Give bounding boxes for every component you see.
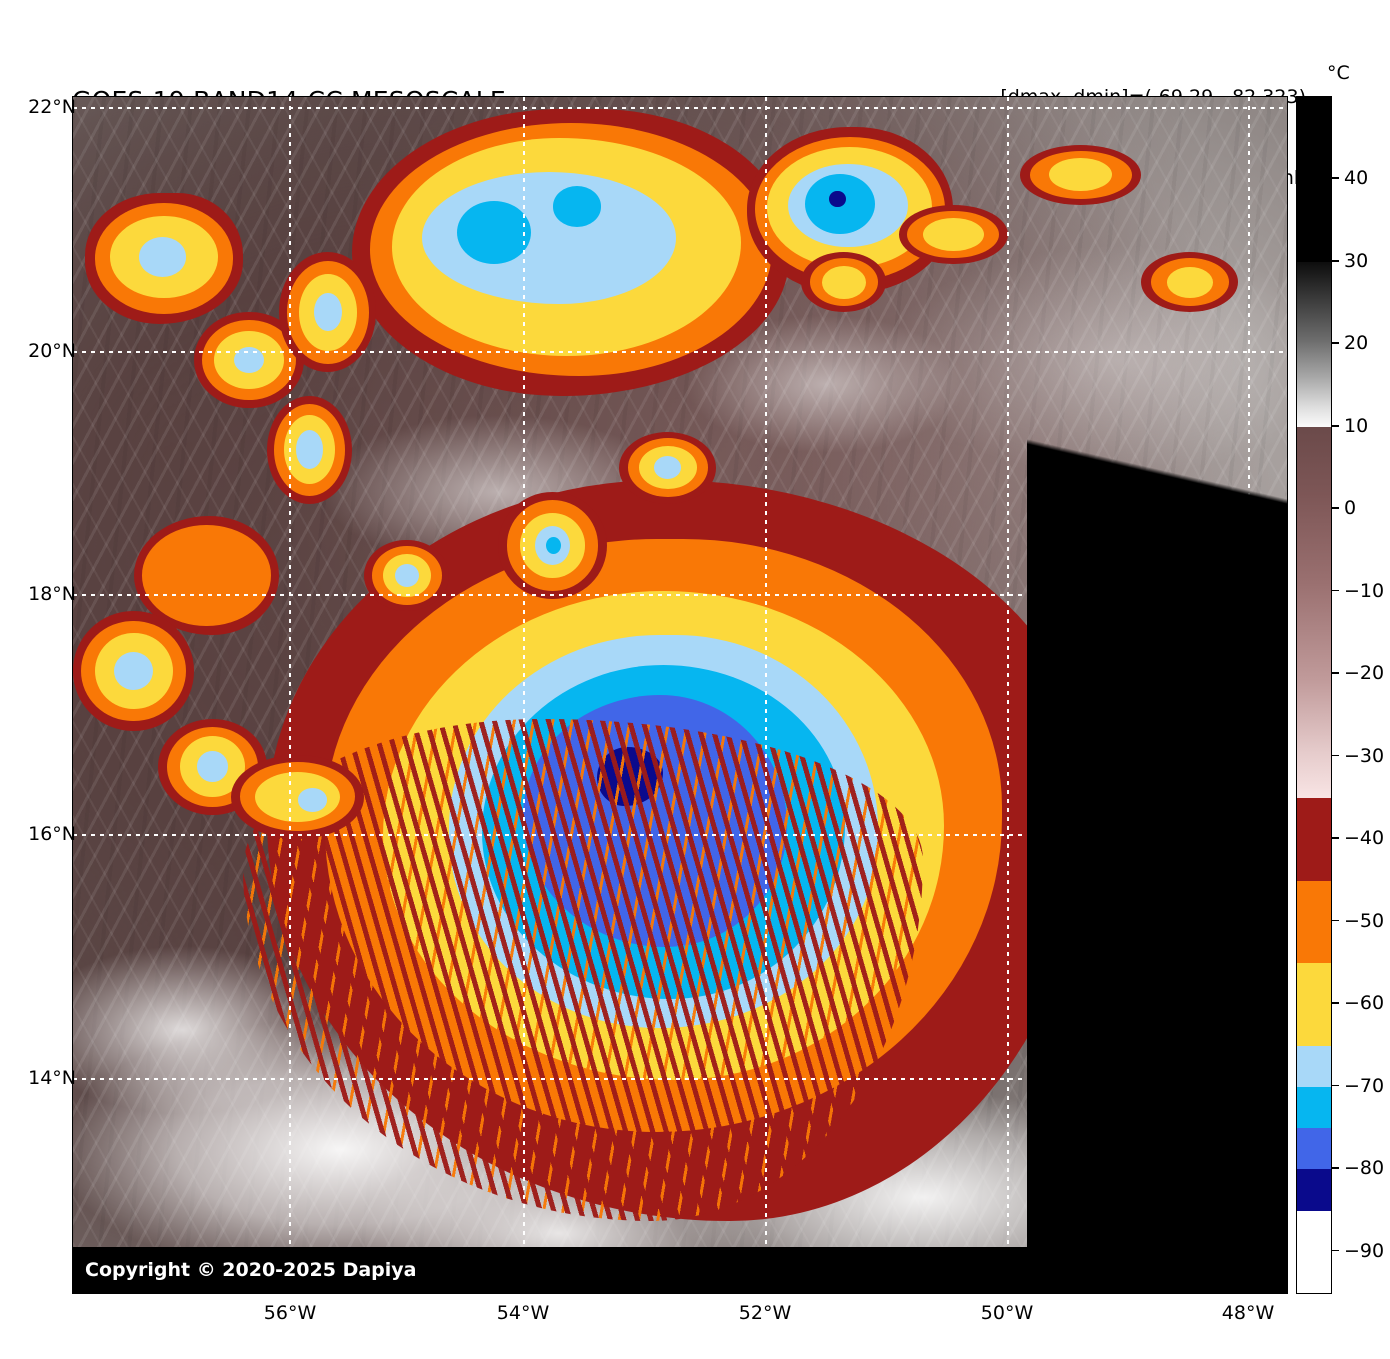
colorbar-tick-mark [1332,589,1339,592]
colorbar-segment [1297,798,1331,881]
copyright-banner: Copyright © 2020-2025 Dapiya [73,1247,1287,1293]
colorbar-tick-label: 30 [1344,249,1369,272]
colorbar-tick-label: −40 [1344,827,1385,850]
ytick-14N: 14°N [28,1067,76,1089]
ytick-18N: 18°N [28,583,76,605]
plot-clip: Copyright © 2020-2025 Dapiya [73,97,1287,1293]
scattered-cell-c-3 [497,491,608,600]
colorbar-segment [1297,1128,1331,1170]
colorbar-segment-grey-ramp [1297,261,1331,427]
colorbar-tick-mark [1332,1084,1339,1087]
temperature-colorbar[interactable] [1296,96,1332,1294]
scattered-cell-ne-2 [898,204,1008,265]
copyright-text: Copyright © 2020-2025 Dapiya [85,1259,417,1281]
colorbar-unit-label: °C [1327,62,1350,84]
cluster-contour-minus72c-a [457,200,532,264]
northern-convective-cluster [352,108,790,396]
ytick-20N: 20°N [28,340,76,362]
ytick-22N: 22°N [28,96,76,118]
scattered-cell-w-3 [73,611,195,731]
colorbar-tick-mark [1332,342,1339,345]
scattered-cell-w-1 [267,396,353,504]
off-scan-wedge-right [1027,97,1287,1293]
scattered-cell-c-2 [619,431,717,504]
colorbar-tick-label: −20 [1344,662,1385,685]
colorbar-tick-mark [1332,919,1339,922]
satellite-image-plot[interactable]: Copyright © 2020-2025 Dapiya [72,96,1288,1294]
colorbar-tick-label: 0 [1344,497,1357,520]
colorbar-tick-mark [1332,177,1339,180]
colorbar-tick-label: 10 [1344,414,1369,437]
colorbar-tick-label: −50 [1344,909,1385,932]
ne-contour-minus82c [829,190,846,208]
scattered-cell-w-5 [230,754,365,839]
colorbar-tick-mark [1332,259,1339,262]
colorbar-segment [1297,963,1331,1046]
colorbar-tick-label: 40 [1344,167,1369,190]
colorbar-tick-mark [1332,507,1339,509]
colorbar-segment [1297,880,1331,964]
colorbar-tick-mark [1332,1167,1339,1169]
colorbar-tick-mark [1332,1002,1339,1004]
colorbar-segment-mauve-ramp [1297,426,1331,799]
colorbar-tick-label: −90 [1344,1239,1385,1262]
colorbar-tick-mark [1332,672,1339,674]
colorbar-tick-mark [1332,1249,1339,1252]
scattered-cell-c-1 [364,539,450,612]
colorbar-segment [1297,1045,1331,1087]
colorbar-tick-label: 20 [1344,332,1369,355]
scattered-cell-nw-1 [85,192,243,325]
colorbar-tick-label: −30 [1344,744,1385,767]
colorbar-segment [1297,1210,1331,1293]
colorbar-segment [1297,1169,1331,1211]
colorbar-segment [1297,1086,1331,1129]
cluster-contour-minus72c-b [553,186,602,227]
ytick-16N: 16°N [28,823,76,845]
colorbar-tick-label: −70 [1344,1074,1385,1097]
xtick-48W: 48°W [1221,1302,1275,1324]
xtick-50W: 50°W [980,1302,1034,1324]
xtick-54W: 54°W [496,1302,550,1324]
colorbar-tick-mark [1332,837,1339,839]
colorbar-tick-mark [1332,424,1339,427]
colorbar-tick-label: −10 [1344,579,1385,602]
xtick-56W: 56°W [263,1302,317,1324]
xtick-52W: 52°W [738,1302,792,1324]
scattered-cell-nw-3 [279,252,377,373]
northeast-cell [746,126,954,295]
colorbar-tick-group: 40 30 20 10 0 −10 −20 −30 −40 −50 −60 −70 −80 −90 [1332,96,1388,1294]
colorbar-segment-black-top [1297,97,1331,262]
scattered-cell-ne-1 [801,252,887,313]
colorbar-tick-label: −80 [1344,1157,1385,1180]
colorbar-tick-mark [1332,754,1339,757]
colorbar-tick-label: −60 [1344,992,1385,1015]
